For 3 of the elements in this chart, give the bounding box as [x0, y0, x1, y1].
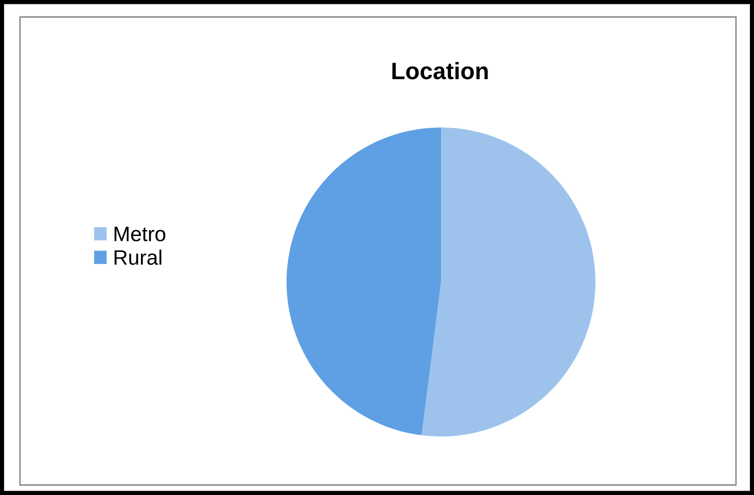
legend-label: Metro: [114, 226, 166, 242]
legend-label: Rural: [114, 250, 162, 265]
chart-title: Location: [392, 62, 488, 80]
